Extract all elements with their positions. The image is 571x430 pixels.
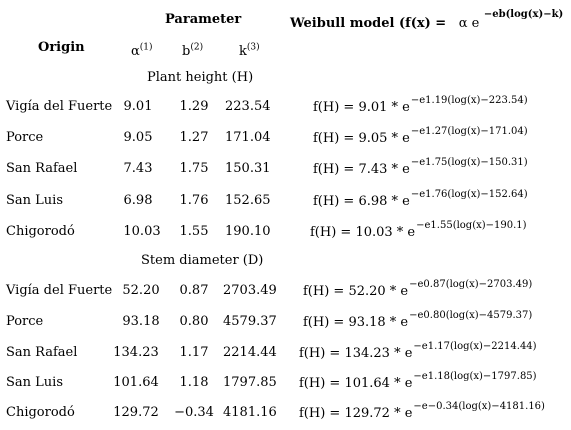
row-origin: Vigía del Fuerte [6,283,112,298]
formula-base: f(H) = 134.23 * e [299,346,412,361]
row-b: 1.18 [171,375,217,390]
row-alpha: 9.05 [115,130,161,145]
row-b: 0.80 [171,314,217,329]
row-alpha: 10.03 [119,224,165,239]
row-origin: San Rafael [6,345,77,360]
alpha-col-header: α(1) [131,44,153,59]
row-b: 1.76 [171,193,217,208]
formula-exponent: −e0.80(log(x)−4579.37) [409,310,532,321]
alpha-col-note: (1) [140,43,153,53]
formula-exponent: −e1.76(log(x)−152.64) [411,189,528,200]
row-b: 1.75 [171,161,217,176]
row-formula: f(H) = 9.05 * e−e1.27(log(x)−171.04) [313,131,528,146]
row-formula: f(H) = 7.43 * e−e1.75(log(x)−150.31) [313,162,528,177]
row-alpha: 7.43 [115,161,161,176]
model-header-label: Weibull model (f(x) = [290,16,446,31]
row-origin: Porce [6,130,43,145]
b-col-note: (2) [190,43,203,53]
formula-base: f(H) = 129.72 * e [299,406,412,421]
row-b: −0.34 [171,405,217,420]
row-formula: f(H) = 101.64 * e−e1.18(log(x)−1797.85) [299,376,537,391]
k-col-symbol: k [239,44,247,59]
row-k: 4181.16 [223,405,277,420]
row-alpha: 9.01 [115,99,161,114]
row-origin: Chigorodó [6,405,75,420]
row-alpha: 134.23 [113,345,159,360]
formula-exponent: −e1.27(log(x)−171.04) [411,126,528,137]
formula-exponent: −e1.19(log(x)−223.54) [411,95,528,106]
row-alpha: 101.64 [113,375,159,390]
formula-base: f(H) = 93.18 * e [303,315,408,330]
row-alpha: 52.20 [118,283,164,298]
b-col-header: b(2) [182,44,203,59]
row-k: 2214.44 [223,345,277,360]
row-origin: San Luis [6,193,63,208]
row-k: 1797.85 [223,375,277,390]
model-header: Weibull model (f(x) = α e −eb(log(x)−k) [290,16,563,31]
row-alpha: 6.98 [115,193,161,208]
formula-base: f(H) = 6.98 * e [313,194,410,209]
row-alpha: 93.18 [118,314,164,329]
row-b: 1.29 [171,99,217,114]
formula-exponent: −e1.75(log(x)−150.31) [411,157,528,168]
formula-base: f(H) = 10.03 * e [310,225,415,240]
row-k: 223.54 [225,99,271,114]
row-formula: f(H) = 134.23 * e−e1.17(log(x)−2214.44) [299,346,537,361]
formula-exponent: −e1.17(log(x)−2214.44) [413,341,536,352]
row-k: 150.31 [225,161,271,176]
k-col-header: k(3) [239,44,260,59]
section-title-plant-height: Plant height (H) [147,70,253,85]
row-origin: Chigorodó [6,224,75,239]
k-col-note: (3) [247,43,260,53]
parameter-header: Parameter [165,12,241,27]
row-alpha: 129.72 [113,405,159,420]
formula-exponent: −e1.18(log(x)−1797.85) [413,371,536,382]
row-origin: Vigía del Fuerte [6,99,112,114]
row-b: 1.17 [171,345,217,360]
row-origin: San Luis [6,375,63,390]
formula-base: f(H) = 7.43 * e [313,162,410,177]
row-formula: f(H) = 52.20 * e−e0.87(log(x)−2703.49) [303,284,532,299]
row-origin: San Rafael [6,161,77,176]
section-title-stem-diameter: Stem diameter (D) [141,253,263,268]
row-k: 4579.37 [223,314,277,329]
row-k: 171.04 [225,130,271,145]
row-k: 2703.49 [223,283,277,298]
formula-base: f(H) = 9.01 * e [313,100,410,115]
model-header-exp: −eb(log(x)−k) [484,9,563,20]
formula-exponent: −e0.87(log(x)−2703.49) [409,279,532,290]
row-formula: f(H) = 10.03 * e−e1.55(log(x)−190.1) [310,225,527,240]
row-b: 1.27 [171,130,217,145]
row-k: 190.10 [225,224,271,239]
row-formula: f(H) = 93.18 * e−e0.80(log(x)−4579.37) [303,315,532,330]
row-origin: Porce [6,314,43,329]
row-formula: f(H) = 9.01 * e−e1.19(log(x)−223.54) [313,100,528,115]
row-formula: f(H) = 129.72 * e−e−0.34(log(x)−4181.16) [299,406,545,421]
formula-base: f(H) = 9.05 * e [313,131,410,146]
alpha-col-symbol: α [131,44,140,59]
row-b: 1.55 [171,224,217,239]
model-header-alpha: α e [459,16,480,31]
formula-base: f(H) = 101.64 * e [299,376,412,391]
row-k: 152.65 [225,193,271,208]
formula-exponent: −e1.55(log(x)−190.1) [416,220,526,231]
row-formula: f(H) = 6.98 * e−e1.76(log(x)−152.64) [313,194,528,209]
formula-base: f(H) = 52.20 * e [303,284,408,299]
origin-header: Origin [38,40,85,55]
row-b: 0.87 [171,283,217,298]
formula-exponent: −e−0.34(log(x)−4181.16) [413,401,545,412]
